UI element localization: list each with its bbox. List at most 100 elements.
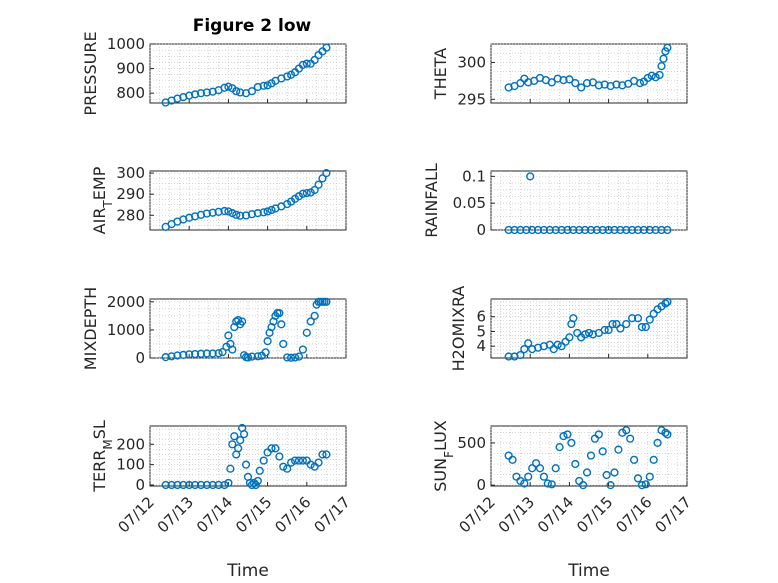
sunflux-point — [610, 468, 619, 477]
airtemp-point — [236, 211, 245, 220]
pressure-point — [190, 90, 200, 99]
rainfall-point — [622, 225, 631, 235]
terrmsl-point — [234, 444, 243, 453]
mixdepth-point — [253, 352, 262, 361]
airtemp-ytick-label: 290 — [116, 185, 145, 203]
sunflux-xtick-label: 07/14 — [534, 493, 577, 536]
mixdepth-point — [290, 353, 300, 362]
terrmsl-point — [179, 480, 188, 490]
airtemp-point — [322, 169, 331, 178]
mixdepth-point — [196, 349, 206, 358]
rainfall-point — [633, 225, 643, 235]
mixdepth-point — [228, 345, 237, 354]
h2omixra-point — [663, 297, 672, 307]
mixdepth-point — [283, 353, 292, 362]
h2omixra-point — [628, 314, 637, 323]
mixdepth-point — [238, 317, 247, 326]
mixdepth-point — [277, 320, 286, 329]
sunflux-point — [571, 459, 580, 469]
terrmsl-xtick-label: 07/14 — [193, 493, 236, 536]
h2omixra-point — [580, 330, 590, 339]
panel-theta: 295 300 THETA — [431, 43, 688, 108]
airtemp-axes — [149, 170, 347, 231]
theta-point — [635, 78, 645, 88]
mixdepth-point — [298, 345, 307, 354]
terrmsl-point — [267, 444, 276, 453]
h2omixra-point — [524, 339, 533, 348]
mixdepth-point — [234, 315, 243, 325]
sunflux-xtick-label: 07/12 — [456, 493, 499, 536]
sunflux-point — [661, 428, 670, 437]
sunflux-point — [622, 426, 631, 435]
sunflux-xtick-label: 07/16 — [612, 493, 655, 536]
mixdepth-point — [275, 308, 284, 318]
rainfall-axes — [490, 170, 688, 231]
sunflux-point — [598, 447, 607, 456]
rainfall-point — [645, 225, 654, 235]
terrmsl-point — [322, 450, 331, 459]
airtemp-ylabel: AIRTEMP — [90, 166, 115, 234]
mixdepth-point — [218, 348, 227, 357]
mixdepth-point — [224, 331, 233, 340]
terrmsl-point — [318, 450, 327, 459]
h2omixra-point — [633, 314, 643, 323]
terrmsl-xtick-label: 07/12 — [115, 493, 158, 536]
terrmsl-point — [249, 478, 258, 488]
terrmsl-point — [255, 466, 264, 475]
sunflux-point — [653, 438, 662, 448]
terrmsl-ytick-label: 200 — [116, 435, 145, 453]
airtemp-point — [196, 210, 206, 219]
theta-axes — [490, 43, 688, 104]
rainfall-point — [526, 172, 535, 181]
airtemp-point — [302, 189, 311, 198]
theta-ytick-label: 300 — [457, 53, 486, 71]
sunflux-xtick-label: 07/15 — [573, 493, 616, 536]
pressure-point — [302, 59, 311, 68]
sunflux-point — [547, 480, 556, 489]
terrmsl-point — [226, 464, 235, 473]
rainfall-point — [651, 225, 660, 235]
theta-ytick-label: 295 — [457, 90, 486, 108]
sunflux-point — [637, 481, 647, 490]
rainfall-point — [610, 225, 619, 235]
terrmsl-point — [202, 480, 211, 490]
sunflux-point — [594, 430, 603, 439]
rainfall-point — [586, 225, 596, 235]
terrmsl-xtick-label: 07/13 — [154, 493, 197, 536]
terrmsl-ytick-label: 100 — [116, 456, 145, 474]
mixdepth-point — [185, 350, 194, 359]
rainfall-ytick-label: 0.05 — [453, 194, 486, 212]
pressure-point — [196, 89, 206, 98]
rainfall-point — [551, 225, 560, 235]
h2omixra-ylabel: H2OMIXRA — [449, 286, 468, 372]
sunflux-ylabel: SUNFLUX — [431, 420, 456, 492]
mixdepth-point — [306, 317, 315, 326]
h2omixra-point — [641, 322, 650, 332]
h2omixra-point — [616, 324, 625, 333]
rainfall-point — [516, 225, 525, 235]
rainfall-point — [657, 225, 666, 235]
rainfall-point — [569, 225, 578, 235]
panel-terrmsl: 0 100 200TERRMSL07/1207/1307/1407/1507/160… — [90, 420, 354, 581]
sunflux-point — [520, 479, 529, 488]
pressure-point — [236, 88, 245, 97]
sunflux-point — [579, 481, 588, 490]
rainfall-ytick-label: 0 — [476, 221, 486, 239]
rainfall-point — [639, 225, 648, 235]
airtemp-point — [310, 185, 319, 195]
mixdepth-point — [322, 297, 331, 306]
terrmsl-point — [208, 480, 217, 490]
terrmsl-point — [259, 456, 268, 465]
terrmsl-point — [251, 480, 260, 490]
h2omixra-point — [516, 350, 525, 360]
terrmsl-point — [290, 456, 300, 465]
terrmsl-xtick-label: 07/15 — [232, 493, 275, 536]
airtemp-point — [214, 207, 223, 216]
sunflux-ytick-label: 0 — [476, 476, 486, 494]
pressure-point — [298, 60, 307, 69]
rainfall-point — [628, 225, 637, 235]
sunflux-point — [551, 464, 560, 473]
h2omixra-ytick-label: 6 — [476, 308, 486, 326]
mixdepth-point — [167, 352, 176, 361]
